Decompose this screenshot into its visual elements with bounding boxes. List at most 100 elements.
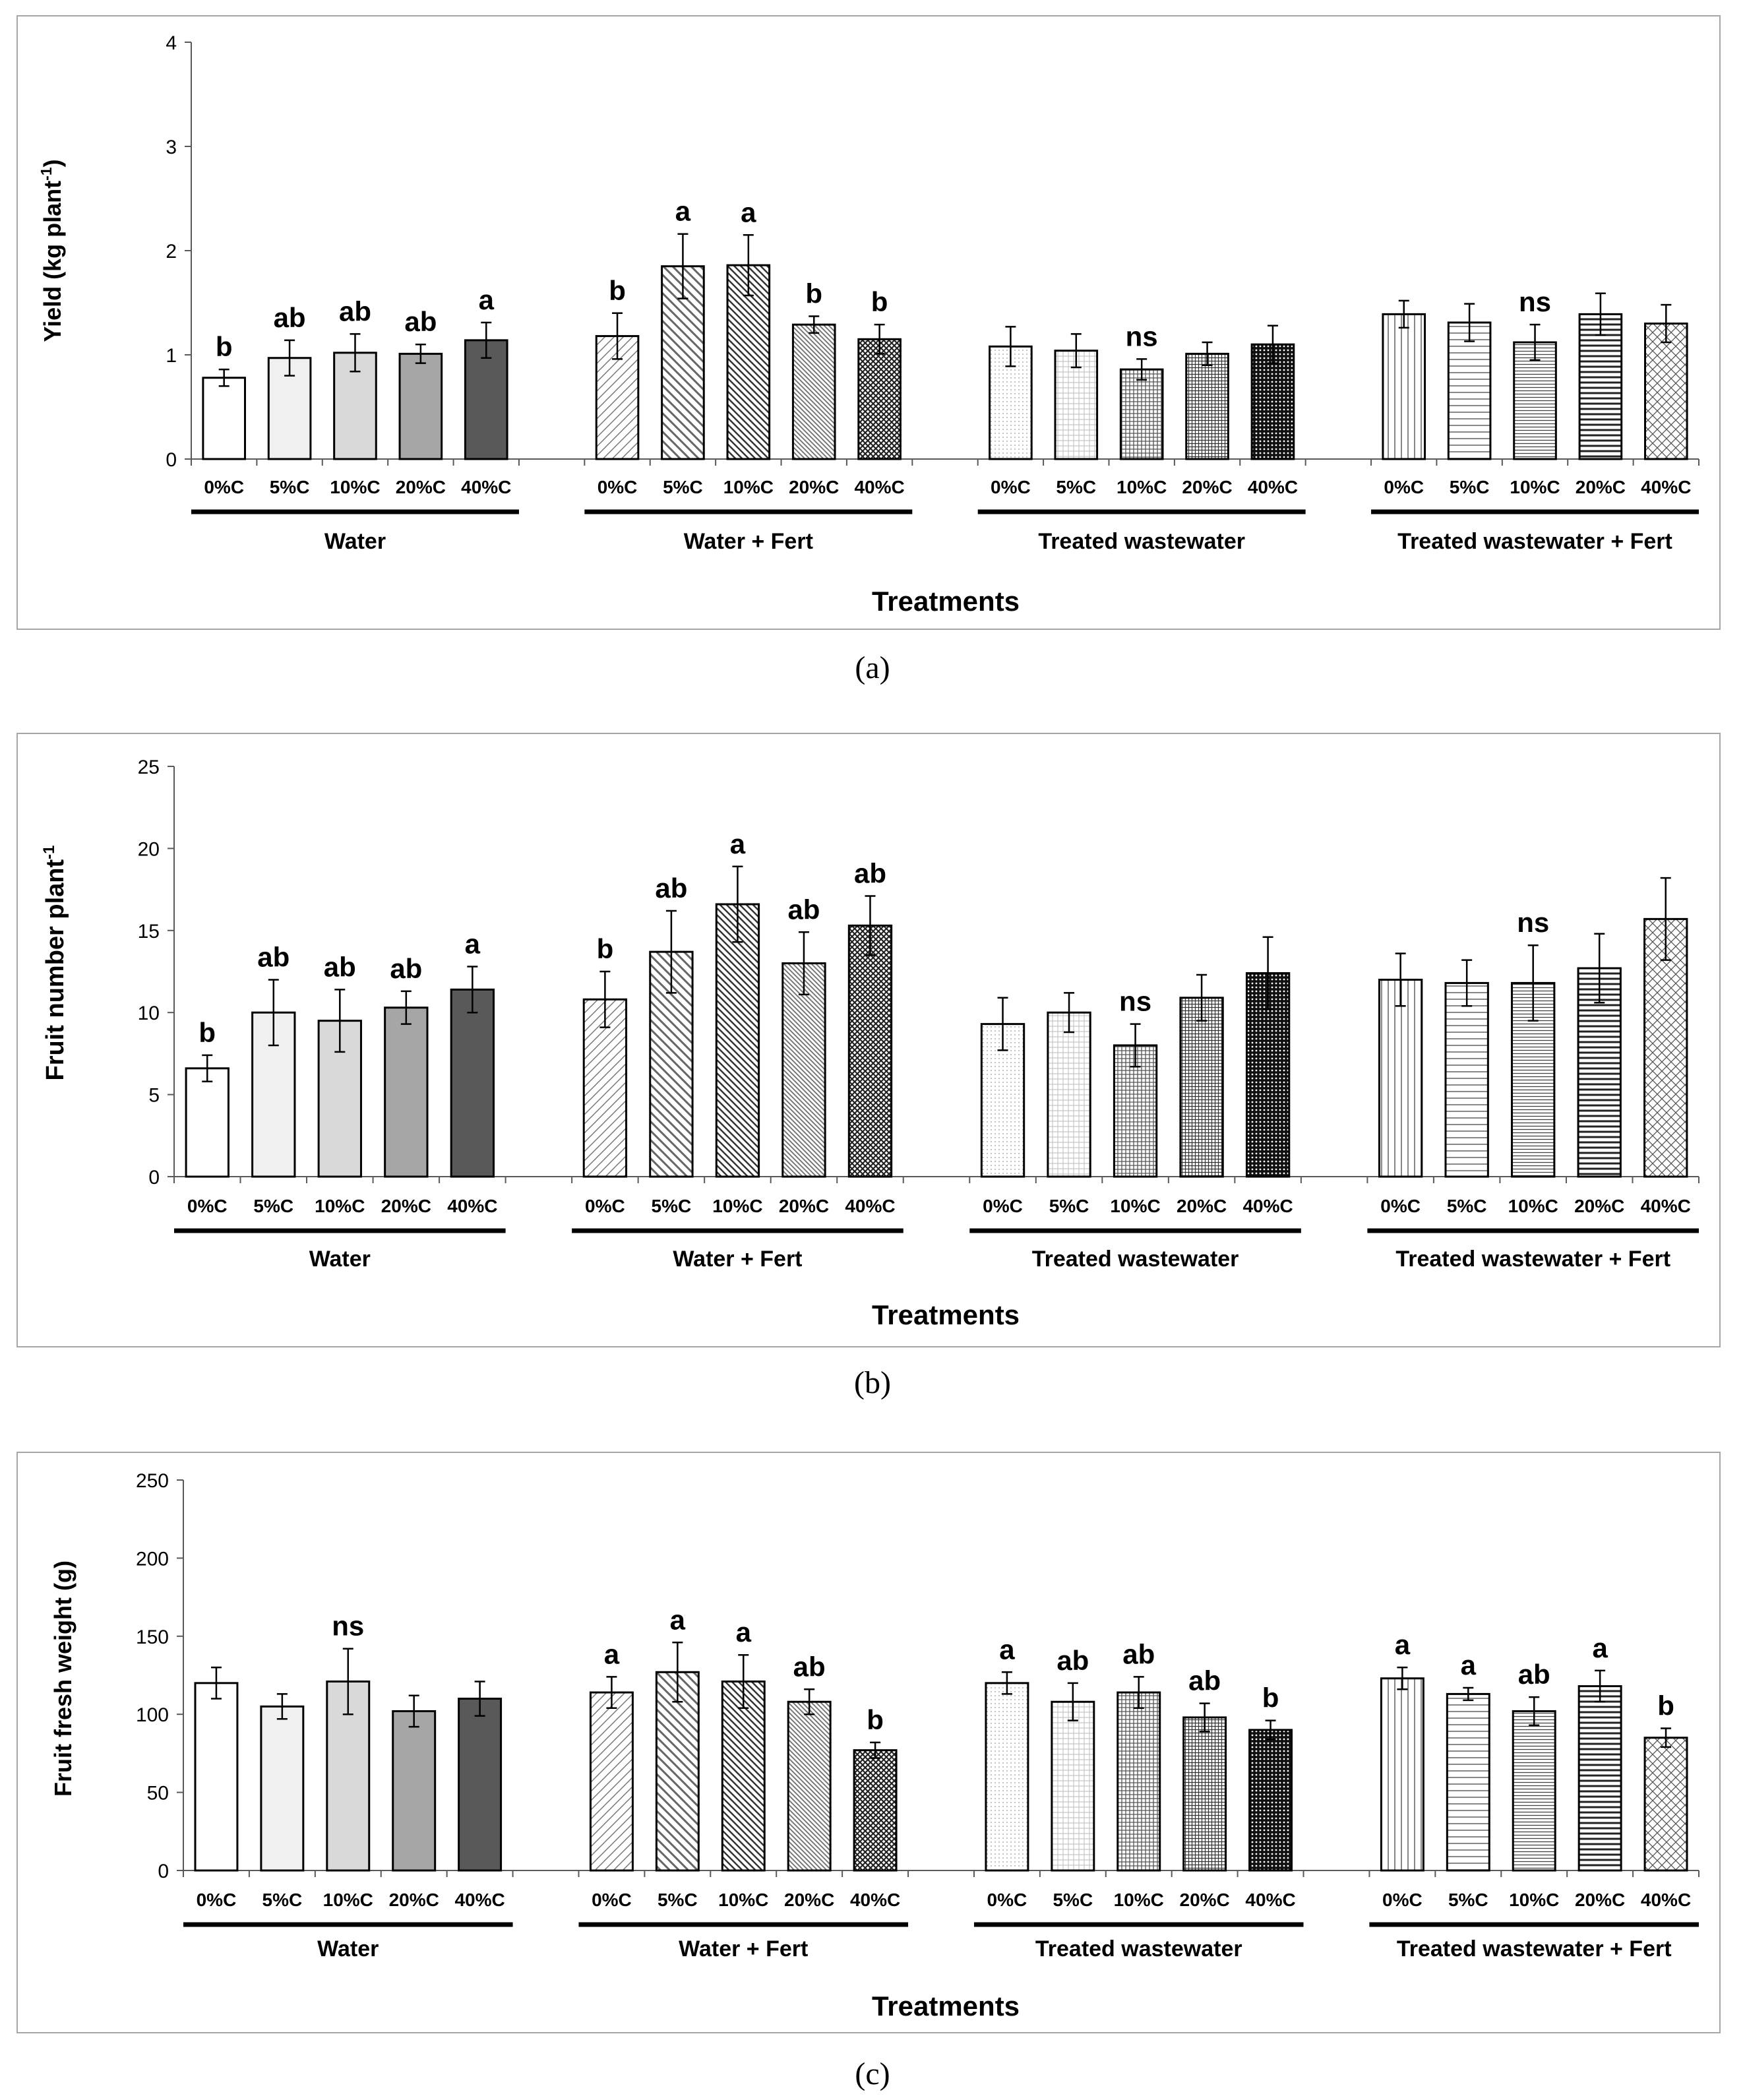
y-tick-label: 10 bbox=[138, 1003, 160, 1024]
group-label: Water bbox=[324, 529, 386, 554]
x-tick-label: 10%C bbox=[723, 477, 774, 497]
bar bbox=[464, 339, 508, 460]
bar bbox=[1248, 1729, 1293, 1872]
bar bbox=[260, 1705, 305, 1872]
y-axis-label: Fruit number plant-1 bbox=[40, 846, 69, 1081]
x-tick-label: 10%C bbox=[315, 1196, 365, 1216]
y-tick-label: 4 bbox=[166, 32, 177, 54]
bar bbox=[392, 1710, 437, 1872]
y-tick-label: 25 bbox=[138, 757, 160, 778]
x-tick-label: 40%C bbox=[1641, 477, 1691, 497]
bar bbox=[450, 988, 495, 1178]
bar bbox=[847, 924, 893, 1178]
x-tick-label: 5%C bbox=[270, 477, 310, 497]
x-tick-label: 5%C bbox=[1053, 1890, 1093, 1910]
group-label: Treated wastewater + Fert bbox=[1397, 1936, 1672, 1961]
significance-letter: a bbox=[1592, 1632, 1608, 1663]
significance-letter: ab bbox=[655, 873, 687, 904]
y-tick-label: 150 bbox=[136, 1626, 169, 1648]
x-tick-label: 20%C bbox=[396, 477, 446, 497]
significance-letter: b bbox=[216, 331, 233, 362]
x-tick-label: 0%C bbox=[597, 477, 638, 497]
bar bbox=[1512, 1710, 1556, 1872]
significance-letter: a bbox=[999, 1634, 1015, 1665]
x-tick-label: 0%C bbox=[991, 477, 1031, 497]
group-label: Water + Fert bbox=[679, 1936, 808, 1961]
significance-letter: ns bbox=[1517, 907, 1549, 938]
significance-letter: a bbox=[1395, 1629, 1411, 1660]
x-tick-label: 40%C bbox=[854, 477, 904, 497]
significance-letter: ns bbox=[1119, 986, 1151, 1017]
significance-letter: b bbox=[597, 933, 614, 964]
x-tick-label: 20%C bbox=[1182, 477, 1232, 497]
bar bbox=[1179, 997, 1224, 1178]
significance-letter: a bbox=[479, 284, 495, 315]
bar bbox=[1643, 917, 1688, 1178]
bar bbox=[1054, 350, 1099, 460]
panel-frame bbox=[16, 15, 1721, 630]
bar bbox=[582, 998, 628, 1178]
x-tick-label: 40%C bbox=[454, 1890, 505, 1910]
bar bbox=[1643, 1737, 1688, 1872]
x-tick-label: 0%C bbox=[1382, 1890, 1423, 1910]
x-tick-label: 5%C bbox=[1448, 1890, 1488, 1910]
bar bbox=[781, 962, 826, 1178]
bar bbox=[655, 1671, 700, 1872]
bar bbox=[1643, 323, 1688, 460]
significance-letter: ab bbox=[793, 1651, 826, 1682]
plot-area: 0510152025b0%Cab5%Cab10%Cab20%Ca40%CWate… bbox=[138, 757, 1699, 1272]
bar bbox=[185, 1067, 230, 1178]
bar bbox=[1380, 1677, 1424, 1872]
y-tick-label: 0 bbox=[148, 1167, 160, 1189]
group-label: Treated wastewater + Fert bbox=[1397, 529, 1672, 554]
significance-letter: b bbox=[871, 286, 888, 317]
panel-caption-c: (c) bbox=[855, 2056, 890, 2091]
x-tick-label: 20%C bbox=[1576, 477, 1626, 497]
x-tick-label: 0%C bbox=[983, 1196, 1023, 1216]
significance-letter: a bbox=[736, 1617, 752, 1648]
significance-letter: a bbox=[670, 1604, 686, 1635]
x-tick-label: 5%C bbox=[1056, 477, 1096, 497]
x-tick-label: 40%C bbox=[461, 477, 511, 497]
y-tick-label: 3 bbox=[166, 137, 177, 158]
bar bbox=[202, 377, 247, 460]
x-tick-label: 40%C bbox=[845, 1196, 895, 1216]
bar bbox=[791, 323, 836, 460]
bar bbox=[384, 1006, 429, 1178]
bar bbox=[458, 1698, 503, 1872]
y-axis-label: Yield (kg plant-1) bbox=[38, 159, 66, 342]
x-tick-label: 0%C bbox=[1380, 1196, 1421, 1216]
y-tick-label: 50 bbox=[147, 1783, 169, 1805]
x-axis-label: Treatments bbox=[872, 1991, 1020, 2022]
x-tick-label: 0%C bbox=[204, 477, 244, 497]
x-tick-label: 0%C bbox=[585, 1196, 625, 1216]
significance-letter: a bbox=[675, 196, 691, 227]
bar bbox=[589, 1691, 634, 1872]
bar bbox=[398, 352, 443, 460]
bar bbox=[787, 1700, 832, 1872]
significance-letter: a bbox=[604, 1638, 620, 1669]
significance-letter: a bbox=[741, 197, 756, 228]
bar bbox=[1382, 313, 1426, 460]
x-tick-label: 5%C bbox=[658, 1890, 698, 1910]
significance-letter: b bbox=[199, 1017, 216, 1048]
x-tick-label: 20%C bbox=[1180, 1890, 1230, 1910]
group-label: Treated wastewater bbox=[1035, 1936, 1242, 1961]
significance-letter: ab bbox=[787, 894, 820, 925]
x-tick-label: 5%C bbox=[1049, 1196, 1089, 1216]
x-tick-label: 20%C bbox=[381, 1196, 431, 1216]
x-tick-label: 10%C bbox=[1117, 477, 1167, 497]
group-label: Treated wastewater + Fert bbox=[1395, 1247, 1670, 1272]
x-tick-label: 10%C bbox=[323, 1890, 373, 1910]
panel-caption-b: (b) bbox=[854, 1365, 891, 1400]
x-tick-label: 0%C bbox=[592, 1890, 632, 1910]
bar bbox=[1378, 978, 1423, 1178]
y-tick-label: 15 bbox=[138, 921, 160, 942]
x-tick-label: 10%C bbox=[1510, 477, 1560, 497]
group-label: Water bbox=[309, 1247, 371, 1272]
significance-letter: ab bbox=[1122, 1638, 1155, 1669]
bar bbox=[726, 264, 771, 460]
x-tick-label: 5%C bbox=[262, 1890, 303, 1910]
x-tick-label: 40%C bbox=[1641, 1196, 1691, 1216]
